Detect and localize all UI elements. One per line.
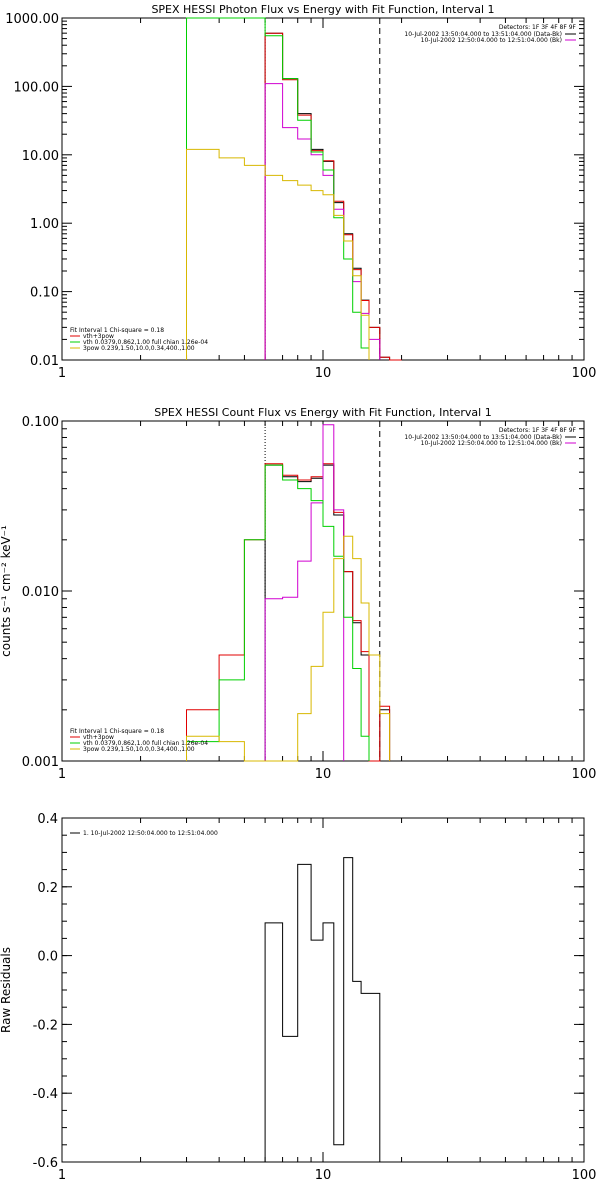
y-tick-label: 0.010	[22, 585, 59, 600]
legend-right-entry: 10-Jul-2002 12:50:04.000 to 12:51:04.000…	[421, 37, 562, 44]
legend-left-entry: 3pow 0.239,1.50,10.0,0.34,400.,1.00	[83, 746, 195, 753]
x-tick-label: 1	[58, 1168, 66, 1183]
chart-title: SPEX HESSI Count Flux vs Energy with Fit…	[154, 406, 491, 419]
y-axis-label: Raw Residuals	[0, 947, 13, 1033]
series-green-histogram	[186, 464, 370, 761]
legend-left-entry: vth+3pow	[83, 734, 114, 741]
series-black-histogram	[264, 857, 381, 1162]
y-tick-label: 0.2	[37, 881, 58, 896]
series-magenta-histogram	[264, 83, 381, 360]
x-tick-label: 100	[572, 366, 597, 381]
plot-frame	[61, 17, 585, 361]
legend-left-entry: 3pow 0.239,1.50,10.0,0.34,400.,1.00	[83, 345, 195, 352]
y-tick-label: -0.4	[33, 1087, 58, 1102]
y-tick-label: 0.01	[30, 354, 59, 369]
plot-frame	[61, 817, 585, 1163]
detectors-label: Detectors: 1F 3F 4F 8F 9F	[499, 24, 577, 31]
detectors-label: Detectors: 1F 3F 4F 8F 9F	[499, 427, 577, 434]
legend-right-entry: 10-Jul-2002 12:50:04.000 to 12:51:04.000…	[421, 440, 562, 447]
y-tick-label: 100.00	[14, 80, 60, 95]
y-tick-label: 0.001	[22, 755, 59, 770]
legend-left-entry: 1. 10-Jul-2002 12:50:04.000 to 12:51:04.…	[83, 830, 218, 837]
y-axis-label: counts s⁻¹ cm⁻² keV⁻¹	[0, 525, 13, 657]
y-tick-label: -0.2	[33, 1018, 58, 1033]
legend-left-entry: vth 0.0379,0.862,1.00 full chian 1.26e-0…	[83, 740, 208, 747]
legend-right-entry: 10-Jul-2002 13:50:04.000 to 13:51:04.000…	[404, 434, 562, 441]
y-tick-label: 0.10	[30, 286, 59, 301]
y-tick-label: 0.0	[37, 950, 58, 965]
series-black-histogram	[264, 464, 391, 762]
fit-label: Fit Interval 1 Chi-square = 0.18	[70, 327, 164, 334]
series-red-histogram	[186, 463, 391, 762]
series-magenta-histogram	[264, 424, 345, 761]
x-tick-label: 1	[58, 366, 66, 381]
x-tick-label: 1	[58, 767, 66, 782]
y-tick-label: 1000.00	[5, 12, 59, 27]
x-tick-label: 10	[315, 767, 332, 782]
fit-label: Fit Interval 1 Chi-square = 0.18	[70, 728, 164, 735]
y-tick-label: 1.00	[30, 217, 59, 232]
legend-left-entry: vth 0.0379,0.862,1.00 full chian 1.26e-0…	[83, 339, 208, 346]
series-yellow-histogram	[186, 535, 391, 762]
legend-left-entry: vth+3pow	[83, 333, 114, 340]
y-tick-label: 10.00	[22, 149, 59, 164]
series-yellow-histogram	[186, 148, 370, 360]
y-tick-label: 0.100	[22, 415, 59, 430]
x-tick-label: 10	[315, 366, 332, 381]
series-green-histogram	[186, 17, 370, 360]
x-tick-label: 100	[572, 1168, 597, 1183]
y-tick-label: -0.6	[33, 1156, 58, 1171]
x-tick-label: 100	[572, 767, 597, 782]
x-tick-label: 10	[315, 1168, 332, 1183]
y-tick-label: 0.4	[37, 812, 58, 827]
chart-title: SPEX HESSI Photon Flux vs Energy with Fi…	[151, 3, 494, 16]
legend-right-entry: 10-Jul-2002 13:50:04.000 to 13:51:04.000…	[404, 31, 562, 38]
